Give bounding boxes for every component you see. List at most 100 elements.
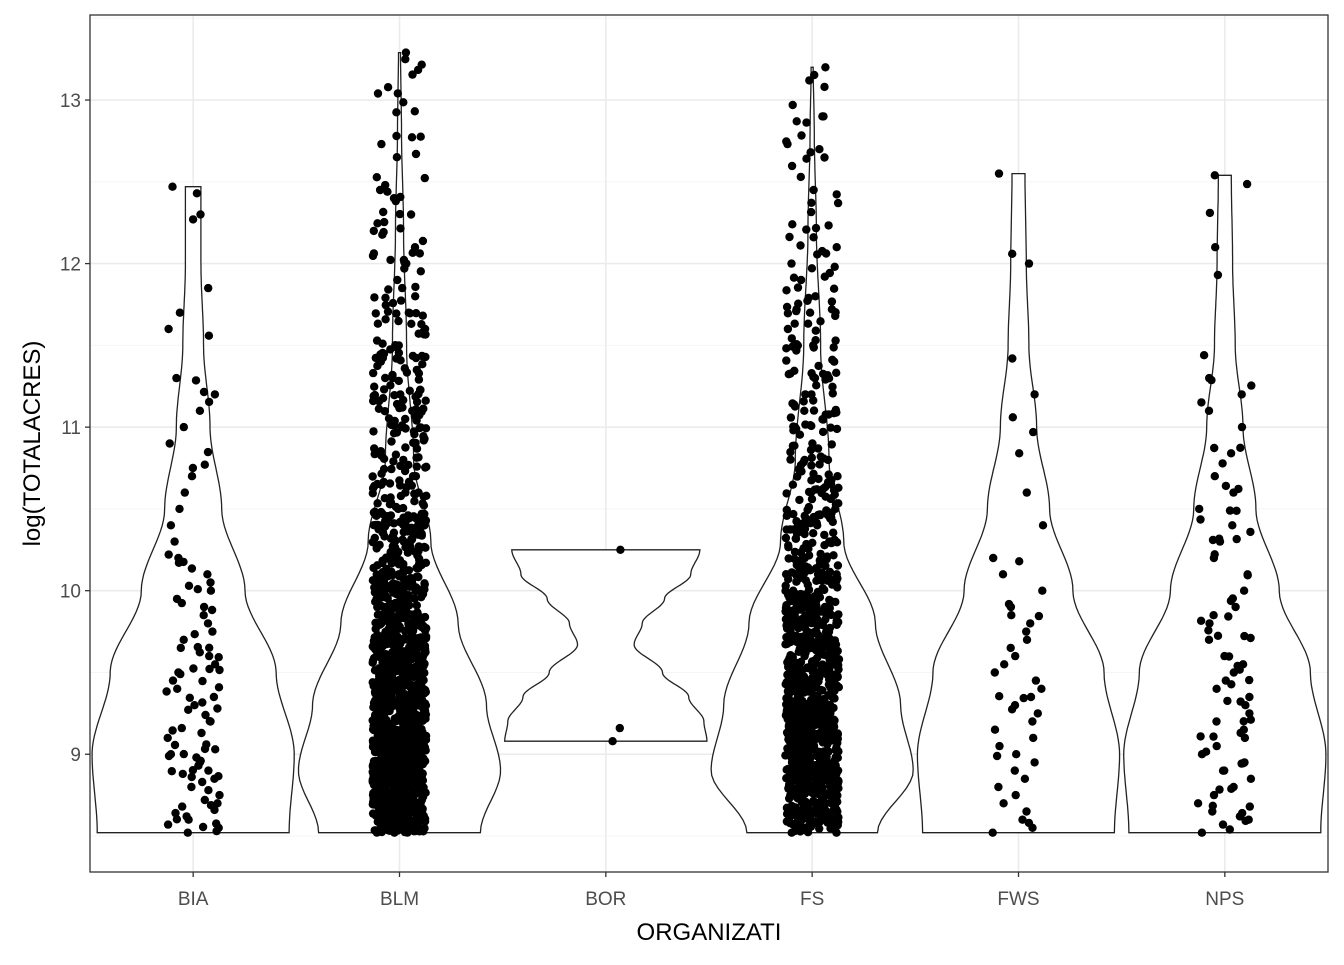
data-point-bia xyxy=(178,769,187,779)
data-point-blm xyxy=(409,427,419,436)
data-point-blm xyxy=(368,484,378,493)
data-point-fs xyxy=(816,714,825,723)
data-point-blm xyxy=(398,283,407,293)
data-point-fs xyxy=(820,82,829,92)
data-point-fs xyxy=(790,441,799,450)
data-point-blm xyxy=(410,645,420,654)
data-point-blm xyxy=(378,556,387,565)
data-point-bia xyxy=(198,822,208,832)
data-point-blm xyxy=(399,395,408,405)
data-point-blm xyxy=(368,251,378,261)
data-point-blm xyxy=(386,381,395,390)
data-point-fws xyxy=(989,553,998,563)
data-point-blm xyxy=(419,432,428,441)
data-point-bia xyxy=(179,422,188,432)
data-point-fs xyxy=(830,535,839,545)
data-point-fs xyxy=(783,309,793,318)
data-point-fs xyxy=(820,272,829,281)
data-point-fs xyxy=(815,824,824,833)
data-point-blm xyxy=(378,690,387,699)
data-point-fs xyxy=(782,302,792,312)
data-point-blm xyxy=(391,810,400,819)
data-point-fs xyxy=(783,765,792,774)
data-point-blm xyxy=(373,89,383,98)
data-point-fs xyxy=(833,472,842,481)
data-point-fws xyxy=(994,169,1004,178)
data-point-bia xyxy=(214,653,223,662)
data-point-fws xyxy=(1015,449,1024,458)
data-point-nps xyxy=(1208,801,1218,810)
data-point-bia xyxy=(196,210,205,219)
violins xyxy=(91,51,1327,834)
data-point-fs xyxy=(813,444,823,453)
data-point-blm xyxy=(392,309,401,318)
data-point-blm xyxy=(421,543,430,552)
data-point-blm xyxy=(409,438,418,447)
data-point-fs xyxy=(785,232,794,242)
data-point-bia xyxy=(192,189,202,198)
data-point-blm xyxy=(383,187,392,196)
x-axis-title: ORGANIZATI xyxy=(637,919,782,946)
data-point-fs xyxy=(804,750,813,759)
data-point-blm xyxy=(412,680,421,689)
data-point-fws xyxy=(1000,660,1009,669)
data-point-blm xyxy=(405,386,414,395)
data-point-blm xyxy=(386,653,395,662)
data-point-blm xyxy=(402,515,411,525)
data-point-blm xyxy=(382,774,391,783)
data-point-blm xyxy=(370,507,380,516)
data-point-fs xyxy=(781,640,790,649)
data-point-fs xyxy=(816,797,825,807)
data-point-bia xyxy=(172,373,181,383)
data-point-fs xyxy=(818,427,828,437)
data-point-bia xyxy=(201,710,210,720)
data-point-nps xyxy=(1212,684,1221,693)
data-point-blm xyxy=(396,491,406,501)
data-point-fs xyxy=(831,308,840,317)
data-point-fs xyxy=(792,604,801,613)
data-point-blm xyxy=(417,531,426,540)
data-point-fs xyxy=(821,668,831,678)
data-point-blm xyxy=(421,396,430,405)
violin-nps xyxy=(1123,174,1327,834)
data-point-fs xyxy=(807,494,817,504)
data-point-fws xyxy=(1029,733,1038,743)
data-point-blm xyxy=(389,588,398,597)
data-point-fs xyxy=(788,776,798,785)
data-point-bia xyxy=(197,728,206,738)
data-point-blm xyxy=(370,702,380,712)
data-point-blm xyxy=(398,535,407,544)
data-point-blm xyxy=(394,610,404,619)
data-point-fs xyxy=(826,789,835,798)
data-point-fs xyxy=(829,551,838,560)
data-point-nps xyxy=(1239,717,1248,726)
data-point-blm xyxy=(397,421,407,430)
data-point-bia xyxy=(170,740,180,750)
data-point-blm xyxy=(408,757,417,766)
data-point-fws xyxy=(1008,249,1017,258)
data-point-blm xyxy=(389,457,398,466)
data-point-blm xyxy=(379,385,389,394)
data-point-blm xyxy=(419,689,429,698)
data-point-blm xyxy=(376,779,385,789)
data-point-blm xyxy=(407,133,417,142)
data-point-fs xyxy=(825,567,835,577)
data-point-fws xyxy=(1031,676,1041,685)
data-point-blm xyxy=(387,437,396,446)
data-point-blm xyxy=(402,726,412,736)
data-point-fs xyxy=(800,455,809,465)
data-point-fs xyxy=(811,564,821,573)
data-point-blm xyxy=(386,511,396,520)
data-point-bia xyxy=(168,726,177,735)
data-point-fs xyxy=(832,243,841,252)
data-point-fs xyxy=(834,665,843,674)
data-point-blm xyxy=(410,497,419,506)
data-point-nps xyxy=(1236,443,1245,452)
data-point-fs xyxy=(784,722,794,731)
data-point-fs xyxy=(831,640,841,649)
data-point-fs xyxy=(800,524,810,533)
violin-fws xyxy=(916,172,1121,834)
data-point-blm xyxy=(407,319,416,328)
data-point-bia xyxy=(214,772,223,781)
